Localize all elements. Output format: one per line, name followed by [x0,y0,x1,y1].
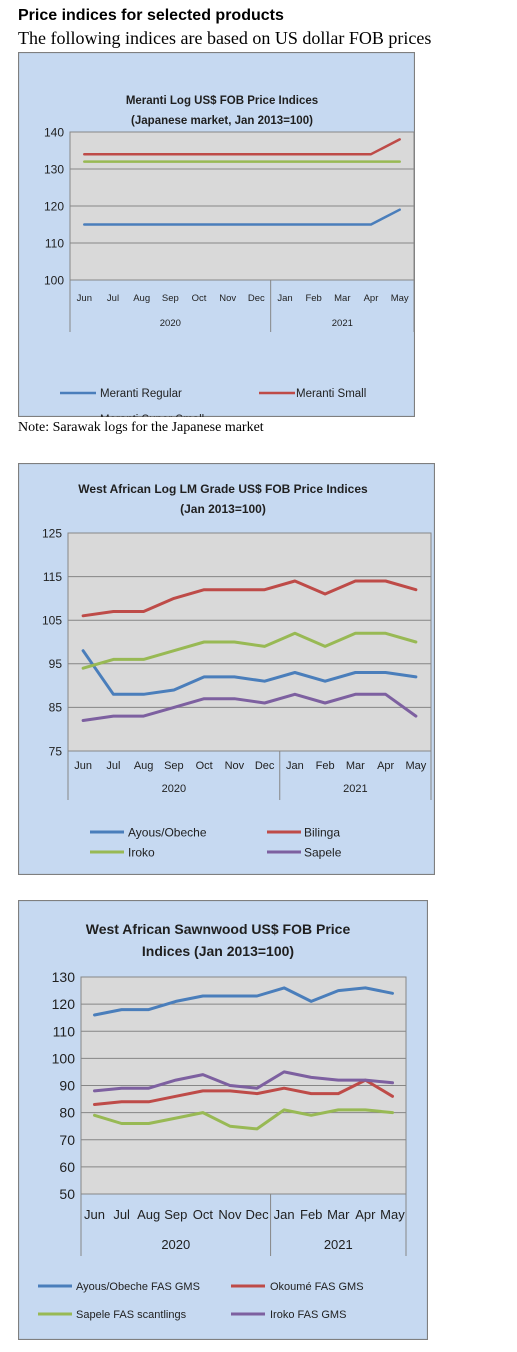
y-tick-label: 75 [49,744,63,758]
x-tick-label: Nov [219,293,236,304]
legend-label: Meranti Small [296,388,366,400]
y-tick-label: 105 [42,614,62,628]
year-group-label: 2021 [343,783,367,795]
x-tick-label: Dec [245,1207,269,1222]
legend-label: Ayous/Obeche FAS GMS [76,1281,200,1293]
legend-label: Iroko FAS GMS [270,1309,346,1321]
x-tick-label: Jan [274,1207,295,1222]
x-tick-label: Mar [346,760,365,772]
x-tick-label: Aug [133,293,150,304]
y-tick-label: 130 [44,162,64,176]
x-tick-label: May [391,293,409,304]
series-line-bilinga [81,579,418,618]
chart-title-line: West African Log LM Grade US$ FOB Price … [78,482,368,496]
x-tick-label: Jan [277,293,292,304]
y-tick-label: 85 [49,701,63,715]
west-african-log-chart: West African Log LM Grade US$ FOB Price … [18,463,435,875]
y-tick-label: 100 [52,1050,76,1066]
y-tick-label: 60 [59,1159,75,1175]
series-line-sapele [81,692,418,722]
chart-title-line: (Japanese market, Jan 2013=100) [131,115,313,127]
plot-area [67,532,432,752]
series-line-meranti-regular [83,208,401,226]
page-subheading: The following indices are based on US do… [18,28,432,48]
x-tick-label: Oct [193,1207,214,1222]
legend-label: Bilinga [304,825,340,839]
year-group-label: 2021 [324,1237,353,1252]
x-tick-label: Jun [74,760,92,772]
y-tick-label: 115 [43,570,62,584]
legend-label: Sapele [304,845,342,859]
x-tick-label: Dec [248,293,265,304]
x-tick-label: Sep [164,1207,187,1222]
y-tick-label: 125 [42,526,62,540]
legend-label: Iroko [128,845,155,859]
x-tick-label: Jun [84,1207,105,1222]
meranti-log-chart: Meranti Log US$ FOB Price Indices (Japane… [18,52,415,417]
x-tick-label: Mar [334,293,350,304]
x-tick-label: Jun [77,293,92,304]
x-tick-label: Aug [137,1207,160,1222]
y-tick-label: 110 [53,1023,76,1039]
year-group-label: 2021 [332,318,353,329]
x-tick-label: Nov [218,1207,242,1222]
x-tick-label: Dec [255,760,275,772]
series-line-ayous-obeche [81,649,418,696]
chart-title-line: Indices (Jan 2013=100) [142,943,294,959]
x-tick-label: Feb [305,293,321,304]
series-line-meranti-small [83,138,401,156]
series-line-iroko [81,631,418,670]
y-tick-label: 140 [44,125,64,139]
y-tick-label: 80 [59,1105,75,1121]
x-tick-label: Apr [355,1207,376,1222]
series-line-sapele-fas-scantlings [93,1108,394,1131]
series-line-okoum-fas-gms [93,1078,394,1106]
x-tick-label: Aug [134,760,154,772]
year-group-label: 2020 [160,318,181,329]
y-tick-label: 95 [49,657,63,671]
x-tick-label: Feb [300,1207,322,1222]
series-line-ayous-obeche-fas-gms [93,986,394,1017]
y-tick-label: 70 [59,1132,75,1148]
y-tick-label: 90 [59,1078,75,1094]
legend-label: Ayous/Obeche [128,825,207,839]
year-group-label: 2020 [162,783,186,795]
y-tick-label: 50 [59,1186,75,1202]
x-tick-label: Mar [327,1207,350,1222]
x-tick-label: Oct [196,760,213,772]
legend-label: Meranti Super Small [100,414,204,417]
x-tick-label: Jul [107,293,119,304]
west-african-sawnwood-chart: West African Sawnwood US$ FOB Price Indic… [18,900,428,1340]
x-tick-label: Jan [286,760,304,772]
x-tick-label: Sep [162,293,179,304]
x-tick-label: Nov [225,760,245,772]
x-tick-label: Jul [106,760,120,772]
y-tick-label: 120 [52,996,76,1012]
y-tick-label: 130 [52,969,76,985]
page-heading: Price indices for selected products [18,7,284,24]
y-tick-label: 100 [44,273,64,287]
x-tick-label: Apr [377,760,394,772]
chart-title-line: West African Sawnwood US$ FOB Price [86,921,351,937]
y-tick-label: 120 [44,199,64,213]
x-tick-label: Apr [364,293,379,304]
x-tick-label: May [380,1207,405,1222]
year-group-label: 2020 [161,1237,190,1252]
series-line-iroko-fas-gms [93,1070,394,1093]
x-tick-label: Sep [164,760,184,772]
x-tick-label: Oct [192,293,207,304]
y-tick-label: 110 [45,236,64,250]
chart-title-line: (Jan 2013=100) [180,502,266,516]
x-tick-label: May [405,760,426,772]
x-tick-label: Feb [316,760,335,772]
legend-label: Okoumé FAS GMS [270,1281,364,1293]
chart-title-line: Meranti Log US$ FOB Price Indices [126,95,318,107]
x-tick-label: Jul [113,1207,130,1222]
legend-label: Meranti Regular [100,388,182,400]
chart-note: Note: Sarawak logs for the Japanese mark… [18,420,264,435]
legend-label: Sapele FAS scantlings [76,1309,187,1321]
